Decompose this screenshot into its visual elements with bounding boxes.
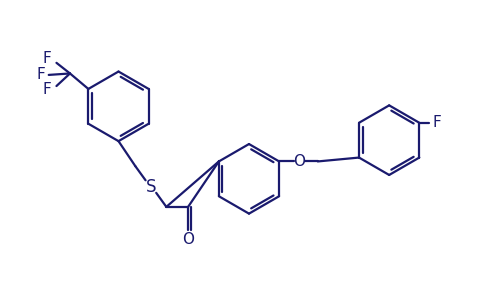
Text: S: S <box>145 177 156 195</box>
Text: O: O <box>182 232 194 247</box>
Text: F: F <box>433 115 442 130</box>
Text: F: F <box>43 51 52 66</box>
Text: F: F <box>43 82 52 97</box>
Text: F: F <box>37 67 45 82</box>
Text: O: O <box>293 154 305 169</box>
